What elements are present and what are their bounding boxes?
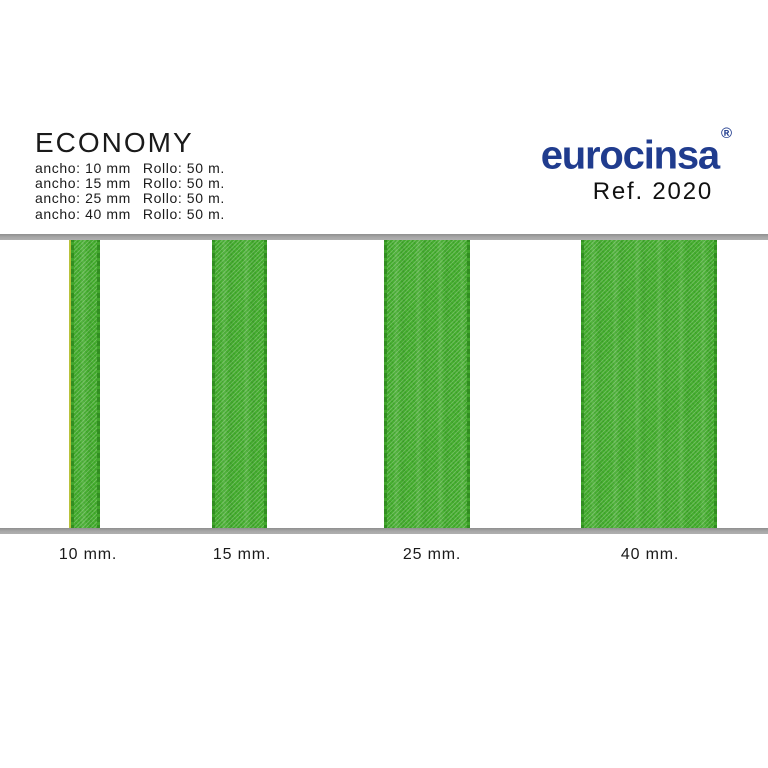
brand-logo: eurocinsa ® — [540, 125, 732, 178]
product-specs: ancho: 10 mm Rollo: 50 m. ancho: 15 mm R… — [35, 160, 225, 222]
display-rail-bottom — [0, 528, 768, 534]
brand-block: eurocinsa ® Ref. 2020 — [540, 125, 732, 206]
registered-trademark-symbol: ® — [720, 125, 732, 142]
ribbon-width-label-10mm: 10 mm. — [58, 546, 118, 563]
spec-rollo: Rollo: 50 m. — [142, 205, 225, 222]
spec-ancho: ancho: 10 mm — [35, 160, 131, 176]
spec-ancho: ancho: 15 mm — [35, 175, 131, 192]
ribbon-edge-right — [97, 237, 100, 530]
spec-ancho: ancho: 40 mm — [35, 205, 131, 222]
product-header: ECONOMY ancho: 10 mm Rollo: 50 m. ancho:… — [35, 128, 225, 222]
ribbon-edge-right — [714, 237, 717, 530]
spec-ancho: ancho: 25 mm — [35, 190, 131, 207]
ribbon-edge-right — [467, 237, 470, 530]
spec-rollo: Rollo: 50 m. — [142, 175, 225, 192]
ribbon-edge-left — [212, 237, 215, 530]
ribbon-width-label-25mm: 25 mm. — [402, 546, 462, 563]
ribbon-width-label-40mm: 40 mm. — [620, 546, 680, 563]
ribbon-width-label-15mm: 15 mm. — [212, 546, 272, 563]
spec-line: ancho: 25 mm Rollo: 50 m. — [35, 191, 225, 206]
spec-line: ancho: 15 mm Rollo: 50 m. — [35, 176, 225, 191]
spec-line: ancho: 40 mm Rollo: 50 m. — [35, 205, 225, 222]
ribbon-edge-left — [71, 237, 74, 530]
product-reference: Ref. 2020 — [592, 178, 713, 206]
ribbon-swatch-15mm — [212, 237, 267, 530]
ribbon-edge-left — [384, 237, 387, 530]
brand-logo-text: eurocinsa — [540, 133, 720, 178]
ribbon-edge-left — [581, 237, 584, 530]
display-rail-top — [0, 234, 768, 240]
ribbon-edge-right — [264, 237, 267, 530]
spec-rollo: Rollo: 50 m. — [142, 160, 225, 176]
product-family-title: ECONOMY — [35, 127, 194, 158]
ribbon-swatch-40mm — [581, 237, 717, 530]
spec-rollo: Rollo: 50 m. — [142, 190, 225, 207]
ribbon-swatch-25mm — [384, 237, 470, 530]
ribbon-swatch-10mm — [71, 237, 100, 530]
spec-line: ancho: 10 mm Rollo: 50 m. — [35, 160, 225, 176]
